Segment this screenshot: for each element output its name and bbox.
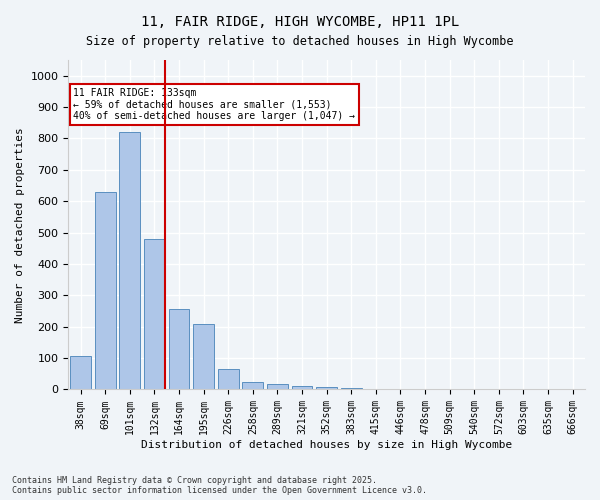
Text: 11 FAIR RIDGE: 133sqm
← 59% of detached houses are smaller (1,553)
40% of semi-d: 11 FAIR RIDGE: 133sqm ← 59% of detached … — [73, 88, 355, 122]
Text: Contains HM Land Registry data © Crown copyright and database right 2025.
Contai: Contains HM Land Registry data © Crown c… — [12, 476, 427, 495]
Bar — [70, 356, 91, 390]
Bar — [119, 132, 140, 390]
Bar — [316, 387, 337, 390]
Text: 11, FAIR RIDGE, HIGH WYCOMBE, HP11 1PL: 11, FAIR RIDGE, HIGH WYCOMBE, HP11 1PL — [141, 15, 459, 29]
X-axis label: Distribution of detached houses by size in High Wycombe: Distribution of detached houses by size … — [141, 440, 512, 450]
Bar — [267, 384, 288, 390]
Bar — [341, 388, 362, 390]
Bar — [292, 386, 313, 390]
Bar — [218, 369, 239, 390]
Bar — [193, 324, 214, 390]
Bar — [95, 192, 116, 390]
Bar — [144, 239, 165, 390]
Text: Size of property relative to detached houses in High Wycombe: Size of property relative to detached ho… — [86, 35, 514, 48]
Bar — [242, 382, 263, 390]
Bar — [169, 310, 190, 390]
Y-axis label: Number of detached properties: Number of detached properties — [15, 127, 25, 322]
